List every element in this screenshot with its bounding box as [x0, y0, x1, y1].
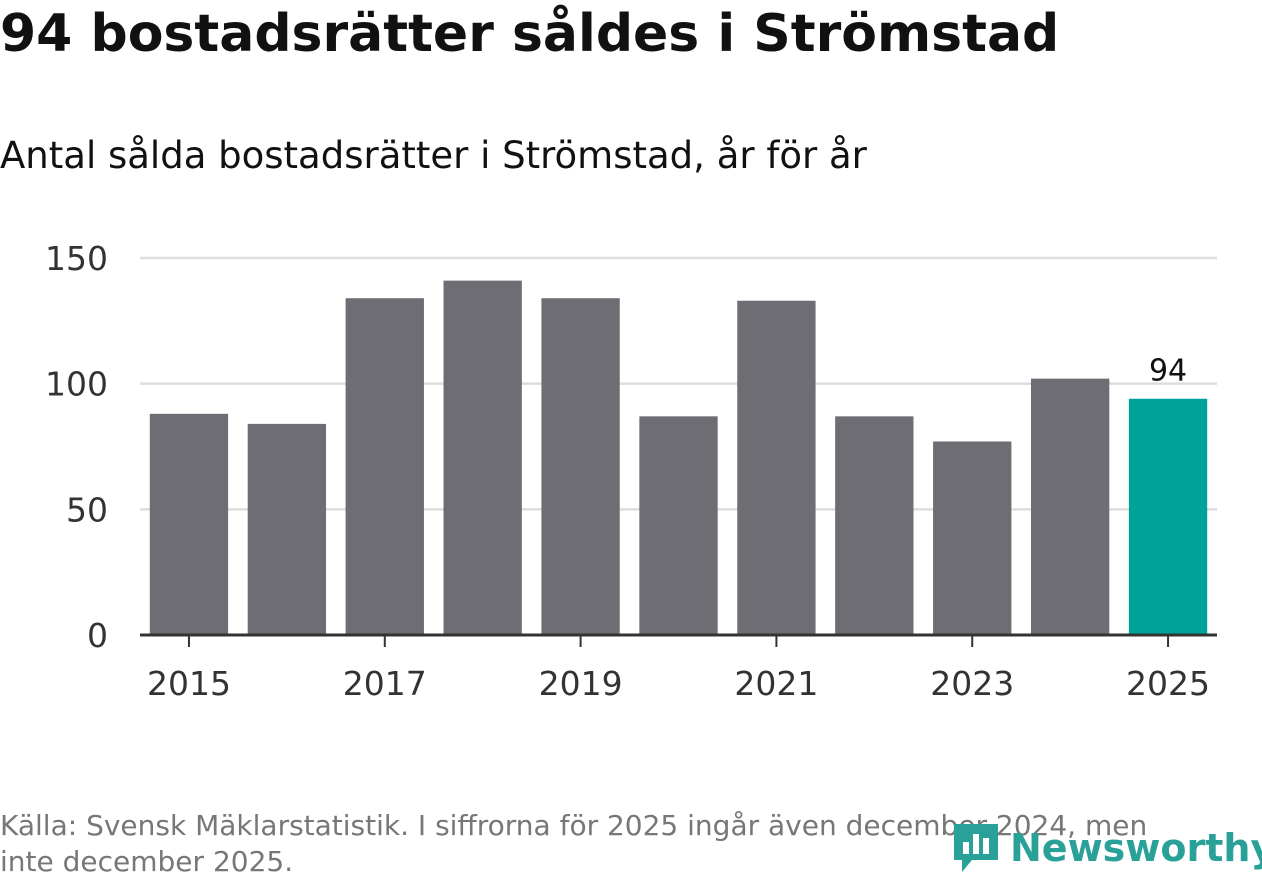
- bar-2016: [247, 423, 327, 635]
- bar-2019: [541, 298, 620, 635]
- y-tick-label: 150: [45, 239, 108, 278]
- newsworthy-logo: Newsworthy: [950, 820, 1262, 876]
- bar-2020: [639, 416, 718, 635]
- y-tick-label: 0: [87, 616, 108, 655]
- data-label: 94: [1149, 354, 1187, 389]
- bar-2017: [345, 298, 424, 635]
- chart-title: 94 bostadsrätter såldes i Strömstad: [0, 4, 1060, 64]
- bar-2023: [933, 441, 1012, 635]
- bar-2025: [1128, 398, 1208, 635]
- y-tick-label: 50: [66, 490, 108, 529]
- bar-2018: [443, 280, 522, 635]
- chart-subtitle: Antal sålda bostadsrätter i Strömstad, å…: [0, 134, 867, 177]
- x-tick-label: 2017: [343, 664, 427, 703]
- x-tick-label: 2021: [734, 664, 818, 703]
- bar-chart: 0 50 100 150 94 2015 2017 2019 2021 2023 2025: [45, 239, 1217, 703]
- logo-text: Newsworthy: [1010, 826, 1262, 870]
- x-tick-label: 2019: [539, 664, 623, 703]
- y-tick-label: 100: [45, 365, 108, 404]
- x-tick-label: 2015: [147, 664, 231, 703]
- bar-2015: [149, 413, 229, 635]
- x-tick-label: 2023: [930, 664, 1014, 703]
- x-tick-label: 2025: [1126, 664, 1210, 703]
- bar-2022: [835, 416, 914, 635]
- bar-2024: [1030, 378, 1110, 635]
- newsworthy-logo-icon: [954, 824, 998, 872]
- bar-2021: [737, 300, 816, 635]
